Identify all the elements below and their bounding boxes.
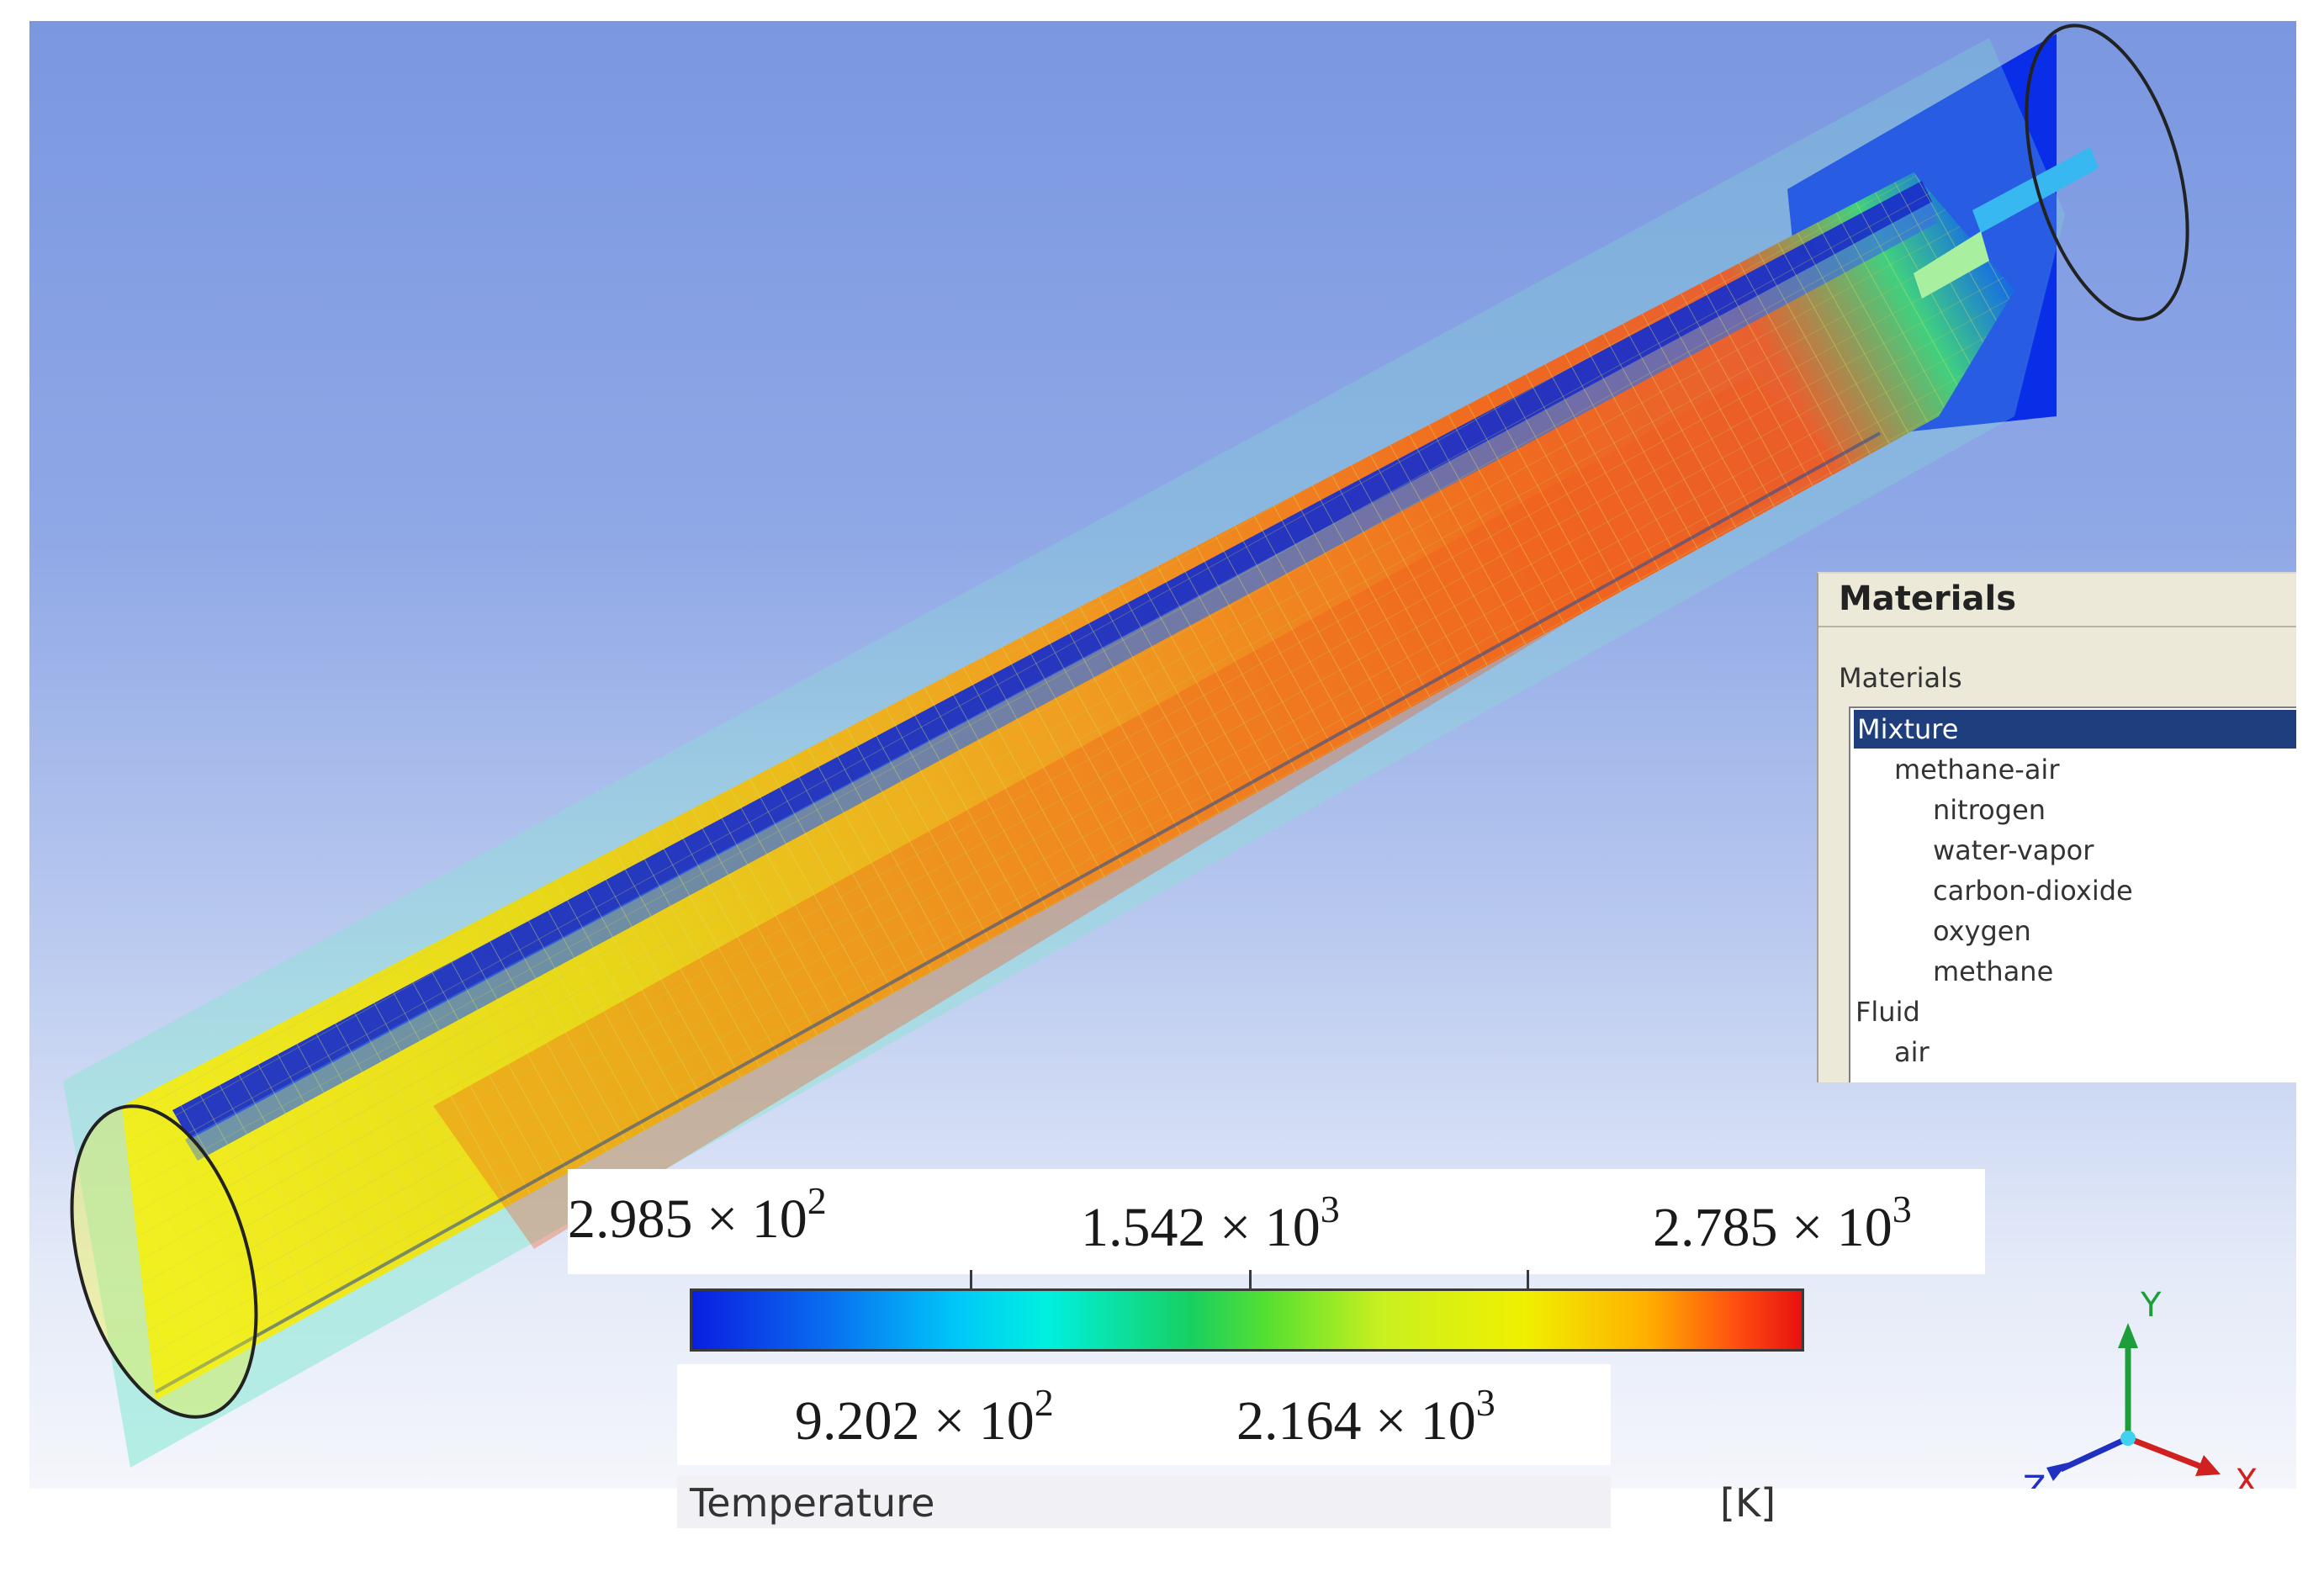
materials-list-item[interactable]: oxygen — [1933, 915, 2031, 947]
materials-list-item[interactable]: methane — [1933, 955, 2054, 987]
materials-list-item[interactable]: Fluid — [1855, 996, 1920, 1028]
legend-tick — [1527, 1270, 1529, 1288]
y-axis-label: Y — [2140, 1286, 2162, 1325]
legend-title-strip — [677, 1476, 1611, 1528]
materials-list-item[interactable]: Mixture — [1854, 710, 2296, 749]
temperature-contour-scene — [63, 24, 2189, 1468]
materials-list[interactable]: Mixture methane-air nitrogen water-vapor… — [1849, 706, 2296, 1082]
z-axis-label: Z — [2023, 1469, 2046, 1489]
x-axis-arrow — [2126, 1435, 2205, 1471]
legend-bottom-labels: 9.202 × 102 2.164 × 103 — [677, 1364, 1611, 1465]
legend-quantity: Temperature — [690, 1480, 935, 1526]
z-axis-arrow — [2059, 1435, 2130, 1473]
materials-list-label: Materials — [1839, 662, 1962, 694]
legend-tick — [1249, 1270, 1252, 1288]
axis-triad: Y X Z — [2023, 1286, 2258, 1489]
legend-label-q3: 2.164 × 103 — [1236, 1381, 1496, 1452]
outlet-boundary — [70, 1104, 258, 1419]
materials-list-item[interactable]: nitrogen — [1933, 794, 2046, 826]
materials-list-item[interactable]: water-vapor — [1933, 834, 2094, 866]
x-axis-label: X — [2235, 1463, 2258, 1489]
color-legend: 2.985 × 102 1.542 × 103 2.785 × 103 9.20… — [568, 1169, 1985, 1531]
temperature-color-bar — [690, 1288, 1804, 1352]
legend-label-max: 2.785 × 103 — [1653, 1188, 1912, 1259]
legend-label-q1: 9.202 × 102 — [795, 1381, 1054, 1452]
materials-list-item[interactable]: air — [1894, 1036, 1930, 1068]
inlet-boundary — [2025, 24, 2189, 321]
materials-panel: Materials Materials Mixture methane-air … — [1817, 572, 2296, 1082]
materials-panel-title: Materials — [1839, 579, 2016, 618]
graphics-viewport[interactable]: Materials Materials Mixture methane-air … — [29, 21, 2296, 1489]
legend-unit: [K] — [1720, 1480, 1776, 1526]
legend-label-mid: 1.542 × 103 — [1081, 1188, 1340, 1259]
legend-tick — [970, 1270, 972, 1288]
materials-list-item[interactable]: methane-air — [1894, 754, 2060, 786]
legend-top-labels: 2.985 × 102 1.542 × 103 2.785 × 103 — [568, 1169, 1985, 1274]
title-divider — [1818, 626, 2296, 627]
legend-label-min: 2.985 × 102 — [568, 1179, 827, 1251]
materials-list-item[interactable]: carbon-dioxide — [1933, 875, 2133, 907]
